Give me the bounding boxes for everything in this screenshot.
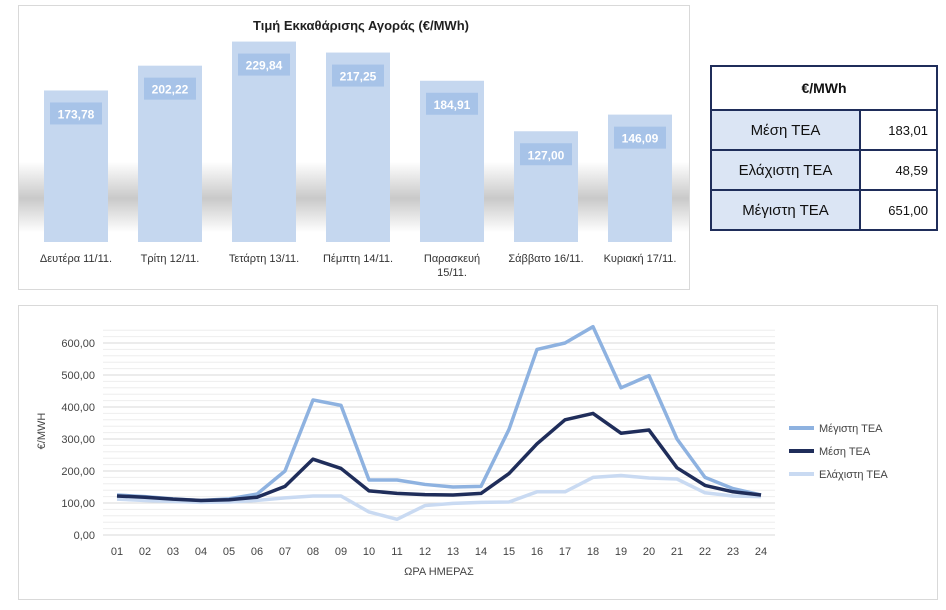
bar-category-label: 15/11.: [437, 267, 467, 279]
y-tick-label: 400,00: [61, 402, 95, 414]
legend-label: Μέγιστη ΤΕΑ: [819, 423, 883, 435]
line-chart-panel: 0,00 100,00 200,00 300,00 400,00 500,00 600,00…: [18, 305, 938, 600]
stats-label-max: Μέγιστη ΤΕΑ: [710, 189, 861, 231]
bar-chart-title: Τιμή Εκκαθάρισης Αγοράς (€/MWh): [231, 14, 491, 38]
x-tick-label: 07: [279, 546, 291, 558]
x-tick-label: 11: [391, 546, 402, 558]
series-line: [116, 411, 762, 503]
x-tick-label: 19: [615, 546, 627, 558]
bar-value-box: [50, 102, 102, 125]
line-chart: 0,00 100,00 200,00 300,00 400,00 500,00 600,00…: [36, 324, 888, 578]
bar-category-label: Κυριακή 17/11.: [604, 253, 677, 265]
x-tick-label: 14: [475, 546, 487, 558]
x-tick-label: 12: [419, 546, 431, 558]
y-tick-label: 200,00: [61, 466, 95, 478]
legend-label: Ελάχιστη ΤΕΑ: [819, 469, 888, 481]
bar-value-label: 202,22: [152, 83, 189, 97]
bar-value-label: 173,78: [58, 107, 95, 121]
bar-value-label: 127,00: [528, 148, 565, 162]
y-tick-label: 100,00: [61, 498, 95, 510]
bar-value-box: [426, 92, 478, 115]
bar-value-box: [144, 77, 196, 100]
x-tick-label: 04: [195, 546, 207, 558]
x-tick-label: 18: [587, 546, 599, 558]
x-tick-label: 21: [671, 546, 683, 558]
x-tick-label: 20: [643, 546, 655, 558]
bar-category-label: Πέμπτη 14/11.: [323, 253, 393, 265]
bar-chart: 173,78 Δευτέρα 11/11. 202,22 Τρίτη 12/11. 22…: [40, 41, 677, 279]
x-tick-label: 22: [699, 546, 711, 558]
x-tick-label: 03: [167, 546, 179, 558]
x-tick-label: 10: [363, 546, 375, 558]
bar-value-label: 184,91: [434, 98, 471, 112]
x-axis-title: ΩΡΑ ΗΜΕΡΑΣ: [404, 566, 474, 578]
x-tick-label: 01: [111, 546, 123, 558]
bar-category-label: Τρίτη 12/11.: [141, 253, 200, 265]
bar-value-box: [520, 143, 572, 166]
series-line: [116, 473, 762, 522]
x-tick-label: 13: [447, 546, 459, 558]
y-tick-label: 300,00: [61, 434, 95, 446]
bar-category-label: Παρασκευή: [424, 253, 480, 265]
bar-value-label: 229,84: [246, 59, 283, 73]
x-tick-label: 16: [531, 546, 543, 558]
bar-category-label: Σάββατο 16/11.: [508, 253, 583, 265]
y-tick-label: 600,00: [61, 338, 95, 350]
x-tick-label: 09: [335, 546, 347, 558]
x-tick-label: 05: [223, 546, 235, 558]
bar-chart-panel: 173,78 Δευτέρα 11/11. 202,22 Τρίτη 12/11. 22…: [18, 5, 690, 290]
x-tick-label: 06: [251, 546, 263, 558]
bar-category-label: Τετάρτη 13/11.: [229, 253, 299, 265]
y-tick-label: 500,00: [61, 370, 95, 382]
stats-label-min: Ελάχιστη ΤΕΑ: [710, 149, 861, 191]
y-tick-label: 0,00: [74, 530, 95, 542]
x-tick-label: 02: [139, 546, 151, 558]
x-tick-label: 17: [559, 546, 571, 558]
bar-value-label: 146,09: [622, 132, 659, 146]
stats-table: €/MWh Μέση ΤΕΑ 183,01 Ελάχιστη ΤΕΑ 48,59…: [710, 65, 938, 231]
x-tick-label: 15: [503, 546, 515, 558]
stats-header: €/MWh: [710, 65, 938, 111]
legend-label: Μέση ΤΕΑ: [819, 446, 871, 458]
bar-value-box: [614, 126, 666, 149]
bar-value-label: 217,25: [340, 70, 377, 84]
y-axis-title: €/MWH: [36, 413, 48, 450]
stats-value-max: 651,00: [859, 189, 938, 231]
stats-value-mean: 183,01: [859, 109, 938, 151]
stats-value-min: 48,59: [859, 149, 938, 191]
bar-value-box: [238, 53, 290, 76]
x-tick-label: 23: [727, 546, 739, 558]
bar-category-label: Δευτέρα 11/11.: [40, 253, 112, 265]
bar-value-box: [332, 64, 384, 87]
x-tick-label: 24: [755, 546, 767, 558]
x-tick-label: 08: [307, 546, 319, 558]
stats-label-mean: Μέση ΤΕΑ: [710, 109, 861, 151]
